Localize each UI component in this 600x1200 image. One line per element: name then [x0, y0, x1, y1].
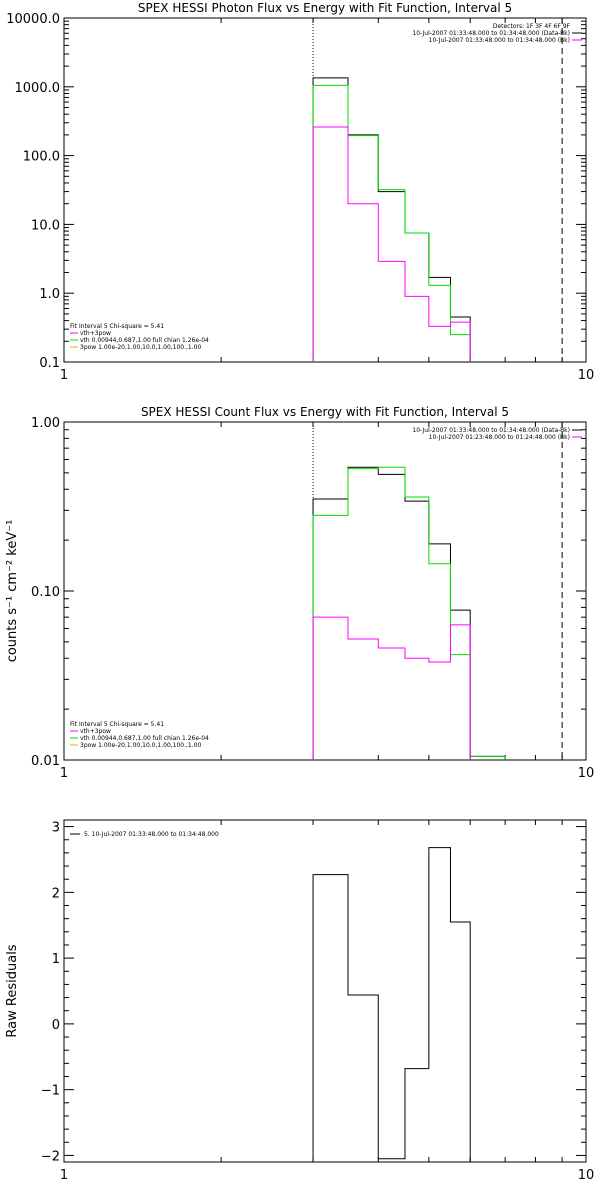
y-tick-label: 0.1: [39, 356, 60, 371]
y-tick-label: −2: [41, 1149, 60, 1164]
y-tick-label: 100.0: [23, 150, 60, 165]
y-tick-label: 0: [52, 1018, 60, 1033]
x-tick-label: 1: [60, 766, 68, 781]
y-tick-label: 1: [52, 952, 60, 967]
legend-text: vth+3pow: [80, 330, 111, 337]
y-tick-label: 10000.0: [6, 12, 60, 27]
legend-text: vth 0.00944,0.687,1.00 full chian 1.26e-…: [80, 735, 209, 742]
series-line-1: [312, 466, 506, 760]
chart-title: SPEX HESSI Count Flux vs Energy with Fit…: [141, 405, 509, 419]
plot-frame: [63, 421, 587, 761]
y-axis-label: Raw Residuals: [5, 944, 20, 1037]
legend-text: 3pow 1.00e-20,1.00,10.0,1.00,100.,1.00: [80, 742, 201, 749]
y-tick-label: 1.00: [31, 416, 60, 431]
legend-text: 10-Jul-2007 01:33:48.000 to 01:34:48.000…: [412, 30, 570, 37]
legend-text: 10-Jul-2007 01:33:48.000 to 01:34:48.000…: [429, 37, 570, 44]
legend-text: 3pow 1.00e-20,1.00,10.0,1.00,100.,1.00: [80, 344, 201, 351]
x-tick-label: 10: [578, 766, 595, 781]
legend-text: vth 0.00944,0.687,1.00 full chian 1.26e-…: [80, 337, 209, 344]
legend-text: 10-Jul-2007 01:33:48.000 to 01:34:48.000…: [412, 427, 570, 434]
x-tick-label: 10: [578, 1168, 595, 1183]
x-tick-label: 1: [60, 1168, 68, 1183]
series-line-1: [312, 847, 471, 1162]
legend-text: vth+3pow: [80, 728, 111, 735]
legend-text: Fit Interval 5 Chi-square = 5.41: [70, 721, 164, 728]
series-line-3: [312, 616, 471, 760]
y-tick-label: 1.0: [39, 287, 60, 302]
x-tick-label: 1: [60, 368, 68, 383]
y-tick-label: 10.0: [31, 218, 60, 233]
y-tick-label: 0.10: [31, 585, 60, 600]
chart-panel-2: SPEX HESSI Count Flux vs Energy with Fit…: [5, 405, 594, 781]
series-line-1: [312, 77, 471, 362]
series-line-3: [312, 126, 471, 362]
chart-title: SPEX HESSI Photon Flux vs Energy with Fi…: [138, 1, 512, 15]
y-tick-label: 3: [52, 821, 60, 836]
y-tick-label: 1000.0: [15, 81, 61, 96]
legend-text: Fit Interval 5 Chi-square = 5.41: [70, 323, 164, 330]
plot-frame: [63, 819, 587, 1163]
series-line-2: [312, 466, 506, 760]
y-tick-label: 2: [52, 886, 60, 901]
y-axis-label: counts s⁻¹ cm⁻² keV⁻¹: [5, 520, 20, 663]
legend-text: Detectors: 1F 3F 4F 6F 9F: [493, 23, 571, 30]
y-tick-label: 0.01: [31, 754, 60, 769]
plot-frame: [63, 17, 587, 363]
y-tick-label: −1: [41, 1084, 60, 1099]
x-tick-label: 10: [578, 368, 595, 383]
chart-panel-1: SPEX HESSI Photon Flux vs Energy with Fi…: [6, 1, 594, 383]
legend-text: 5. 10-Jul-2007 01:33:48.000 to 01:34:48.…: [84, 831, 219, 838]
legend-text: 10-Jul-2007 01:23:48.000 to 01:24:48.000…: [429, 434, 570, 441]
